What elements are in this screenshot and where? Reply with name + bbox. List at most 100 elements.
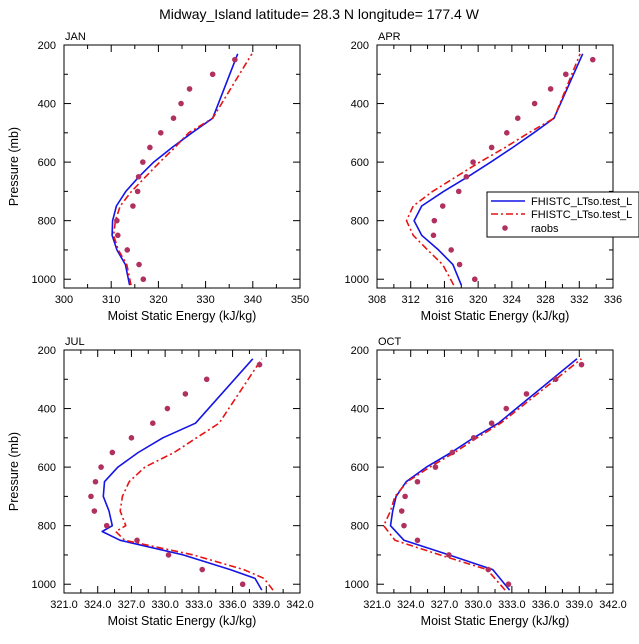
- x-axis-label: Moist Static Energy (kJ/kg): [421, 614, 570, 628]
- raobs-point: [147, 144, 153, 151]
- x-tick-label: 321.0: [50, 599, 78, 611]
- x-tick-label: 321.0: [363, 599, 391, 611]
- model-line-solid: [111, 53, 239, 286]
- raobs-point: [124, 247, 131, 253]
- y-tick-label: 1000: [32, 274, 56, 286]
- x-tick-label: 330.0: [464, 599, 492, 611]
- raobs-point: [165, 552, 172, 558]
- raobs-point: [103, 522, 110, 529]
- raobs-point: [256, 361, 263, 368]
- y-tick-label: 600: [38, 157, 56, 169]
- raobs-point: [109, 449, 116, 456]
- raobs-point: [578, 361, 585, 368]
- panel-jan: JAN 300 310 320 330 340 350 200 400 600 800 1000 Moi…: [7, 31, 309, 323]
- panel-label: OCT: [378, 336, 402, 348]
- model-line-dashed: [405, 53, 581, 286]
- raobs-point: [488, 144, 495, 151]
- model-line-solid: [101, 358, 263, 591]
- raobs-point: [134, 537, 140, 544]
- panel-jul: JUL 321.0 324.0 327.0 330.0 333.0 336.0 339.0 34…: [7, 336, 314, 628]
- raobs-point: [91, 508, 98, 514]
- x-tick-label: 333.0: [185, 599, 213, 611]
- raobs-point: [503, 405, 510, 412]
- x-tick-label: 327.0: [118, 599, 146, 611]
- x-tick-label: 336: [604, 294, 622, 306]
- y-tick-label: 600: [351, 157, 369, 169]
- y-tick-label: 200: [38, 345, 56, 357]
- raobs-point: [178, 100, 184, 107]
- raobs-point: [239, 581, 246, 588]
- legend: FHISTC_LTso.test_LFHISTC_LTso.test_Lraob…: [486, 191, 639, 238]
- panel-label: JUL: [65, 336, 85, 348]
- raobs-point: [115, 232, 121, 239]
- model-line-dashed: [382, 358, 582, 591]
- raobs-point: [92, 478, 99, 485]
- panel-oct: OCT 321.0 324.0 327.0 330.0 333.0 336.0 339.0 34…: [345, 336, 627, 628]
- raobs-point: [505, 581, 512, 588]
- y-tick-label: 800: [38, 521, 56, 533]
- y-tick-label: 400: [38, 404, 56, 416]
- y-tick-label: 400: [38, 99, 56, 111]
- x-tick-label: 324.0: [84, 599, 112, 611]
- raobs-point: [130, 203, 136, 209]
- raobs-point: [98, 464, 104, 470]
- series-group: [382, 358, 585, 591]
- x-tick-label: 327.0: [431, 599, 459, 611]
- x-tick-label: 330: [196, 294, 214, 306]
- raobs-point: [135, 173, 142, 180]
- raobs-point: [563, 71, 569, 78]
- y-tick-label: 600: [351, 462, 369, 474]
- raobs-point: [514, 115, 521, 121]
- plot-frame: [63, 44, 301, 289]
- raobs-point: [470, 435, 477, 441]
- chart-panels: JAN 300 310 320 330 340 350 200 400 600 800 1000 Moi…: [7, 31, 627, 628]
- x-tick-label: 332: [570, 294, 588, 306]
- legend-entry-label: FHISTC_LTso.test_L: [531, 196, 632, 208]
- raobs-point: [140, 159, 146, 165]
- raobs-point: [589, 56, 596, 63]
- y-tick-label: 200: [351, 345, 369, 357]
- raobs-point: [439, 203, 446, 209]
- raobs-point: [140, 276, 147, 283]
- x-tick-label: 310: [102, 294, 120, 306]
- x-tick-label: 342.0: [599, 599, 627, 611]
- raobs-point: [402, 493, 408, 500]
- x-tick-label: 342.0: [286, 599, 314, 611]
- raobs-point: [401, 522, 407, 529]
- panel-label: APR: [378, 31, 401, 43]
- raobs-point: [470, 159, 476, 165]
- raobs-point: [88, 493, 94, 500]
- y-axis-label: Pressure (mb): [7, 127, 21, 206]
- plot-frame: [376, 44, 614, 289]
- raobs-point: [199, 566, 206, 573]
- x-tick-label: 328: [536, 294, 554, 306]
- legend-swatch-raobs: [502, 225, 508, 231]
- legend-entry-label: raobs: [531, 223, 559, 235]
- y-tick-label: 600: [38, 462, 56, 474]
- x-axis-label: Moist Static Energy (kJ/kg): [108, 309, 257, 323]
- y-tick-label: 800: [351, 216, 369, 228]
- raobs-point: [504, 130, 510, 136]
- series-group: [111, 53, 253, 286]
- raobs-point: [523, 391, 530, 397]
- raobs-point: [164, 405, 171, 412]
- figure-title: Midway_Island latitude= 28.3 N longitude…: [159, 6, 480, 22]
- raobs-point: [186, 86, 193, 92]
- raobs-point: [128, 435, 135, 441]
- raobs-point: [203, 376, 210, 383]
- x-tick-label: 336.0: [532, 599, 560, 611]
- x-tick-label: 330.0: [151, 599, 179, 611]
- plot-frame: [376, 349, 614, 594]
- y-tick-label: 800: [38, 216, 56, 228]
- raobs-point: [446, 552, 452, 558]
- raobs-point: [455, 188, 462, 195]
- raobs-point: [182, 391, 189, 397]
- x-tick-label: 312: [402, 294, 420, 306]
- x-tick-label: 320: [149, 294, 167, 306]
- y-tick-label: 800: [351, 521, 369, 533]
- raobs-point: [531, 100, 538, 107]
- raobs-point: [488, 420, 495, 426]
- x-tick-label: 340: [244, 294, 262, 306]
